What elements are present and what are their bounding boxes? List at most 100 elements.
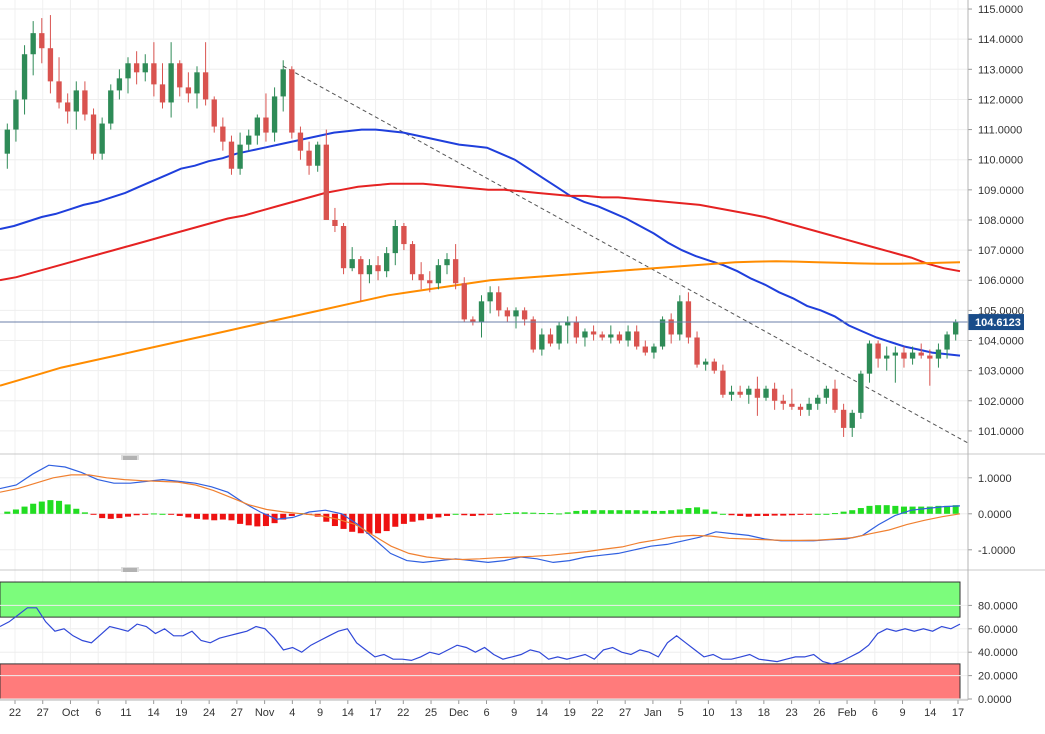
candle — [608, 325, 614, 344]
candle-body — [771, 388, 778, 401]
candle-body — [504, 310, 511, 317]
price-tick-label: 111.0000 — [978, 125, 1022, 137]
macd-histogram-bar — [676, 509, 683, 514]
x-tick-label: 14 — [536, 707, 548, 719]
candle-body — [125, 63, 131, 79]
x-tick-label: 17 — [369, 707, 381, 719]
candle-body — [478, 301, 485, 323]
macd-histogram-bar — [228, 513, 235, 521]
macd-histogram-bar — [875, 505, 882, 514]
macd-histogram-bar — [323, 513, 330, 522]
candle — [151, 42, 157, 97]
candle-body — [694, 337, 700, 365]
candle — [332, 207, 338, 233]
x-tick-label: Feb — [838, 707, 857, 719]
panel-resize-handle[interactable] — [121, 455, 139, 460]
price-panel[interactable]: 101.0000102.0000103.0000104.0000105.0000… — [0, 4, 1024, 444]
moving-average-blue[interactable] — [0, 128, 961, 357]
macd-panel[interactable]: 1.0000 0.0000 -1.0000 — [0, 464, 1015, 564]
macd-histogram-bar — [202, 513, 209, 520]
x-tick-label: 13 — [730, 707, 742, 719]
candle — [737, 385, 743, 398]
candle-body — [901, 352, 907, 359]
x-tick-label: 17 — [952, 707, 964, 719]
candle-body — [271, 96, 278, 133]
candle-body — [565, 322, 571, 326]
macd-histogram-bar — [771, 513, 778, 516]
moving-average-red[interactable] — [0, 182, 961, 282]
macd-histogram-bar — [530, 512, 537, 514]
rsi-overbought-zone — [0, 581, 961, 618]
macd-histogram-bar — [418, 513, 425, 521]
candle — [340, 222, 347, 275]
macd-histogram-bar — [581, 510, 588, 514]
macd-histogram-bar — [883, 505, 890, 514]
macd-histogram-bar — [288, 513, 295, 516]
rsi-tick-label: 60.0000 — [978, 624, 1018, 636]
signal-line[interactable] — [0, 474, 961, 561]
candle — [358, 256, 364, 302]
candle-body — [539, 334, 545, 350]
rsi-tick-label: 20.0000 — [978, 671, 1018, 683]
candle-body — [625, 331, 631, 341]
panel-resize-handle[interactable] — [121, 567, 139, 572]
candle — [849, 409, 855, 437]
rsi-tick-label: 80.0000 — [978, 600, 1018, 612]
candle — [953, 319, 959, 341]
macd-histogram-bar — [737, 513, 744, 516]
macd-histogram-bar — [616, 510, 623, 514]
candle — [487, 286, 493, 314]
x-tick-label: Dec — [449, 707, 469, 719]
candle — [659, 316, 666, 350]
candle-body — [452, 259, 459, 284]
candle — [444, 253, 450, 275]
candle — [901, 346, 907, 368]
candle-body — [56, 81, 62, 103]
candle-body — [668, 319, 674, 335]
candle-body — [927, 355, 933, 359]
candle-body — [461, 283, 467, 320]
moving-average-orange[interactable] — [0, 260, 961, 387]
candle-body — [496, 292, 502, 311]
dashed-trendline[interactable] — [282, 65, 969, 444]
candle-body — [263, 117, 269, 133]
candle-body — [720, 370, 726, 395]
candle-body — [815, 397, 821, 404]
candle-body — [521, 310, 528, 320]
x-tick-label: 19 — [564, 707, 576, 719]
candle — [789, 388, 795, 410]
candle-body — [73, 90, 79, 112]
macd-histogram-bar — [573, 510, 580, 514]
candle-body — [151, 63, 157, 85]
price-tick-label: 112.0000 — [978, 94, 1023, 106]
candle — [82, 81, 88, 121]
macd-histogram-bar — [262, 513, 269, 527]
candle-body — [280, 69, 286, 97]
price-tick-label: 103.0000 — [978, 366, 1024, 378]
macd-histogram-bar — [892, 505, 899, 514]
price-y-axis: 101.0000102.0000103.0000104.0000105.0000… — [968, 4, 1024, 438]
candle — [47, 15, 54, 94]
macd-histogram-bar — [142, 513, 149, 515]
candle — [573, 316, 580, 344]
candle-body — [763, 388, 769, 398]
rsi-panel[interactable]: 80.0000 60.0000 40.0000 20.0000 0.0000 — [0, 581, 1018, 706]
candle — [720, 364, 726, 398]
candle — [556, 322, 562, 350]
candle-body — [349, 259, 355, 269]
macd-histogram-bar — [176, 513, 183, 516]
x-tick-label: 14 — [342, 707, 354, 719]
candle — [771, 382, 778, 410]
rsi-series-line[interactable] — [0, 607, 961, 665]
rsi-grid — [0, 604, 968, 700]
candle — [306, 141, 312, 175]
macd-histogram-bar — [944, 505, 951, 514]
candle — [39, 18, 45, 64]
macd-histogram-bar — [642, 510, 649, 514]
macd-histogram-bar — [694, 507, 701, 514]
candle — [461, 277, 467, 323]
candle — [383, 247, 390, 278]
candle-body — [21, 54, 28, 100]
macd-histogram-bar — [185, 513, 192, 518]
